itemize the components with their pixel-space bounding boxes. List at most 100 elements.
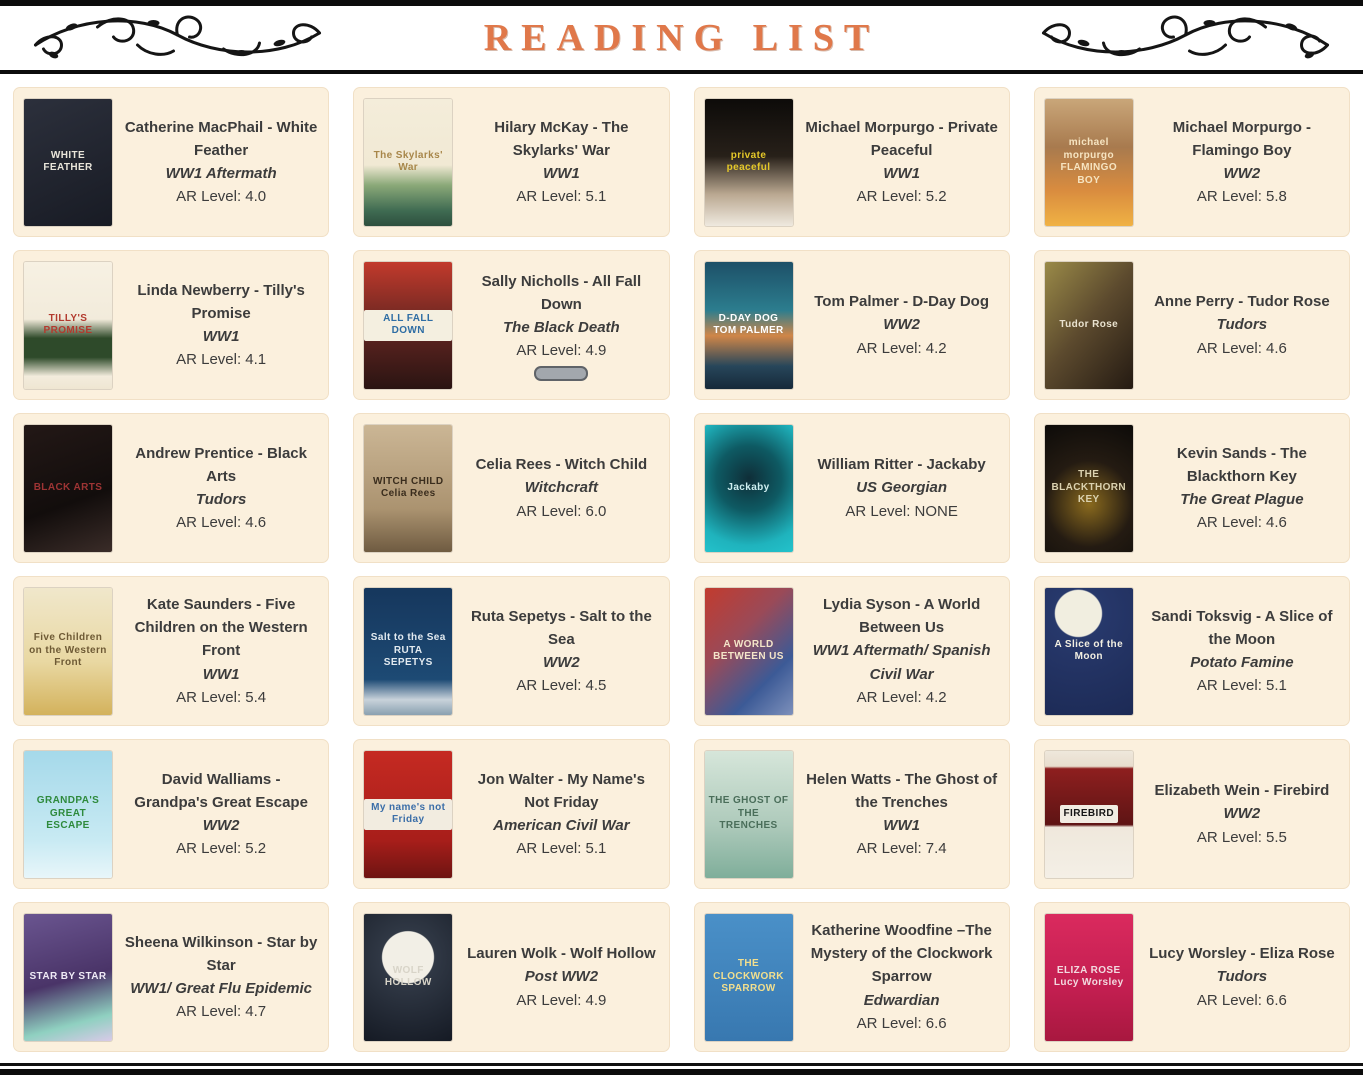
book-title: Catherine MacPhail - White Feather: [124, 118, 318, 159]
book-card: A Slice of the Moon Sandi Toksvig - A Sl…: [1033, 576, 1350, 726]
book-ar-level: AR Level: 5.5: [1196, 828, 1287, 846]
book-cover-title-text: D-DAY DOG TOM PALMER: [713, 312, 784, 337]
book-card: Tudor Rose Anne Perry - Tudor Rose Tudor…: [1033, 250, 1350, 400]
book-info: Celia Rees - Witch Child Witchcraft AR L…: [464, 453, 658, 523]
bottom-border-gap: [0, 1066, 1363, 1069]
book-period: WW1: [883, 165, 920, 182]
book-ar-level: AR Level: 6.6: [1196, 991, 1287, 1009]
book-info: David Walliams - Grandpa's Great Escape …: [124, 768, 318, 861]
book-card: Jackaby William Ritter - Jackaby US Geor…: [693, 413, 1010, 563]
book-card: michael morpurgo FLAMINGO BOY Michael Mo…: [1033, 87, 1350, 237]
book-ar-level: AR Level: 4.6: [176, 514, 267, 532]
floral-flourish-right-icon: [1018, 11, 1353, 65]
book-info: Michael Morpurgo - Flamingo Boy WW2 AR L…: [1145, 116, 1339, 209]
book-cover: STAR BY STAR: [24, 913, 112, 1041]
book-ar-level: AR Level: 4.2: [856, 688, 947, 706]
book-info: Sally Nicholls - All Fall Down The Black…: [464, 270, 658, 381]
book-info: Kate Saunders - Five Children on the Wes…: [124, 593, 318, 709]
book-info: Helen Watts - The Ghost of the Trenches …: [805, 768, 999, 861]
book-period: Tudors: [1216, 968, 1268, 986]
book-cover: GRANDPA'S GREAT ESCAPE: [24, 750, 112, 878]
book-info: Hilary McKay - The Skylarks' War WW1 AR …: [464, 116, 658, 209]
grey-button[interactable]: [534, 365, 589, 381]
book-info: Katherine Woodfine –The Mystery of the C…: [805, 919, 999, 1035]
book-title: Jon Walter - My Name's Not Friday: [477, 770, 645, 811]
book-card: private peaceful Michael Morpurgo - Priv…: [693, 87, 1010, 237]
bottom-border-rule-thick: [0, 1069, 1363, 1075]
book-period: Potato Famine: [1190, 654, 1294, 671]
book-cover-title-text: WITCH CHILD Celia Rees: [373, 475, 444, 500]
book-card: STAR BY STAR Sheena Wilkinson - Star by …: [13, 902, 330, 1052]
book-cover: WHITE FEATHER: [24, 98, 112, 226]
book-card: D-DAY DOG TOM PALMER Tom Palmer - D-Day …: [693, 250, 1010, 400]
header-border-rule: [0, 70, 1363, 74]
book-period: WW2: [543, 654, 580, 671]
book-period: Witchcraft: [524, 479, 598, 497]
book-card: THE BLACKTHORN KEY Kevin Sands - The Bla…: [1033, 413, 1350, 563]
book-title: Sandi Toksvig - A Slice of the Moon: [1151, 607, 1333, 648]
book-period: US Georgian: [856, 479, 948, 497]
book-info: Michael Morpurgo - Private Peaceful WW1 …: [805, 116, 999, 209]
book-ar-level: AR Level: 5.8: [1196, 188, 1287, 206]
book-title: Kate Saunders - Five Children on the Wes…: [134, 595, 308, 660]
book-card: WITCH CHILD Celia Rees Celia Rees - Witc…: [353, 413, 670, 563]
book-ar-level: AR Level: 4.9: [516, 991, 607, 1009]
book-info: William Ritter - Jackaby US Georgian AR …: [805, 453, 999, 523]
book-cover-title-text: WHITE FEATHER: [43, 149, 93, 174]
book-title: David Walliams - Grandpa's Great Escape: [134, 770, 308, 811]
book-ar-level: AR Level: 4.2: [856, 339, 947, 357]
book-cover-title-text: BLACK ARTS: [33, 481, 103, 493]
book-period: WW1: [202, 665, 240, 683]
book-card: THE GHOST OF THE TRENCHES Helen Watts - …: [693, 739, 1010, 889]
book-info: Tom Palmer - D-Day Dog WW2 AR Level: 4.2: [805, 290, 999, 360]
book-title: Linda Newberry - Tilly's Promise: [137, 281, 305, 322]
bottom-border-rule-thin: [0, 1063, 1363, 1066]
book-cover: Five Children on the Western Front: [24, 587, 112, 715]
book-card: THE CLOCKWORK SPARROW Katherine Woodfine…: [693, 902, 1010, 1052]
book-ar-level: AR Level: 4.6: [1196, 514, 1287, 532]
book-cover: WOLF HOLLOW: [364, 913, 453, 1041]
floral-flourish-left-icon: [10, 11, 345, 65]
book-title: Lauren Wolk - Wolf Hollow: [467, 945, 656, 963]
book-title: Lucy Worsley - Eliza Rose: [1149, 945, 1335, 963]
book-ar-level: AR Level: 4.9: [516, 342, 607, 360]
book-title: William Ritter - Jackaby: [817, 456, 986, 474]
book-card: BLACK ARTS Andrew Prentice - Black Arts …: [13, 413, 330, 563]
book-cover-title-text: A Slice of the Moon: [1054, 638, 1124, 663]
book-ar-level: AR Level: 5.2: [176, 840, 267, 858]
book-ar-level: AR Level: 6.6: [856, 1014, 947, 1032]
book-cover: private peaceful: [704, 98, 793, 226]
book-card: ALL FALL DOWN Sally Nicholls - All Fall …: [353, 250, 670, 400]
book-info: Kevin Sands - The Blackthorn Key The Gre…: [1145, 442, 1339, 535]
book-cover: A WORLD BETWEEN US: [704, 587, 793, 715]
book-cover: My name's not Friday: [364, 750, 453, 878]
book-period: WW1: [202, 328, 240, 345]
book-title: Celia Rees - Witch Child: [475, 456, 648, 474]
book-card: FIREBIRD Elizabeth Wein - Firebird WW2 A…: [1033, 739, 1350, 889]
book-cover: THE GHOST OF THE TRENCHES: [704, 750, 793, 878]
book-period: The Black Death: [503, 319, 620, 336]
book-ar-level: AR Level: 5.2: [856, 188, 947, 206]
book-cover: michael morpurgo FLAMINGO BOY: [1044, 98, 1133, 226]
book-ar-level: AR Level: NONE: [845, 502, 958, 520]
book-ar-level: AR Level: 4.5: [516, 677, 607, 695]
book-cover: THE CLOCKWORK SPARROW: [704, 913, 793, 1041]
book-cover-title-text: The Skylarks' War: [373, 149, 443, 174]
book-cover-title-text: Five Children on the Western Front: [29, 632, 107, 669]
book-period: WW2: [1223, 805, 1261, 823]
page-title: READING LIST: [483, 17, 880, 59]
book-period: WW1: [543, 165, 580, 182]
book-cover-title-text: Jackaby: [727, 481, 770, 493]
masthead: READING LIST: [0, 6, 1363, 70]
book-period: WW2: [202, 817, 240, 834]
book-info: Sandi Toksvig - A Slice of the Moon Pota…: [1145, 605, 1339, 698]
book-ar-level: AR Level: 5.1: [1196, 677, 1287, 695]
book-period: WW1/ Great Flu Epidemic: [130, 980, 312, 997]
book-cover: A Slice of the Moon: [1044, 587, 1133, 715]
book-title: Tom Palmer - D-Day Dog: [814, 293, 989, 311]
book-card: A WORLD BETWEEN US Lydia Syson - A World…: [693, 576, 1010, 726]
book-title: Helen Watts - The Ghost of the Trenches: [806, 770, 998, 811]
book-ar-level: AR Level: 4.7: [176, 1003, 267, 1021]
book-ar-level: AR Level: 4.6: [1196, 339, 1287, 357]
